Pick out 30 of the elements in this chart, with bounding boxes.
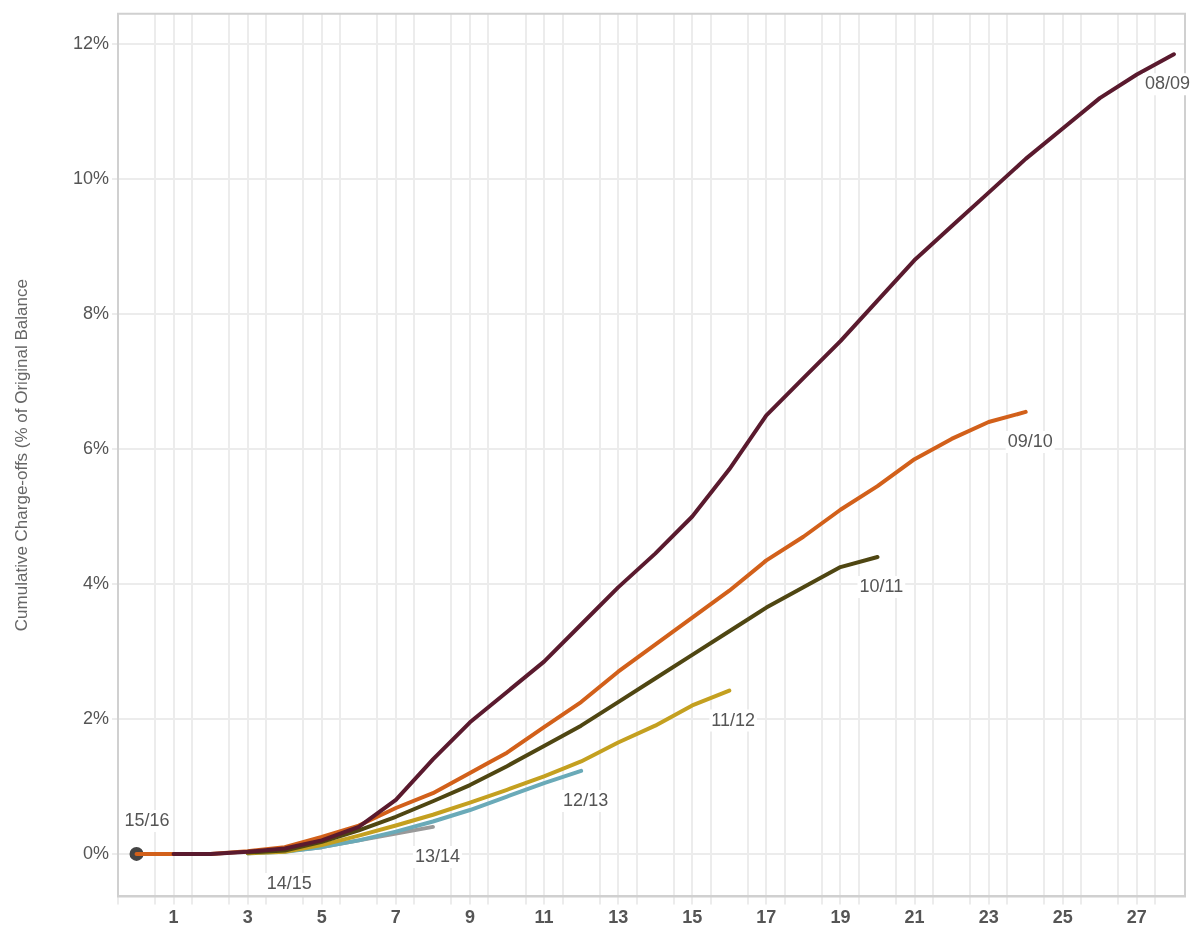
x-tick-label: 27 [1126,907,1147,928]
y-tick-label: 4% [82,572,109,593]
x-tick-label: 1 [168,907,179,928]
x-tick-label: 19 [830,907,851,928]
x-tick-label: 9 [464,907,475,928]
series-label: 12/13 [563,789,609,810]
y-axis-title: Cumulative Charge-offs (% of Original Balance [11,279,31,632]
x-tick-label: 21 [904,907,925,928]
x-tick-label: 15 [682,907,703,928]
x-tick-label: 13 [608,907,629,928]
y-tick-label: 8% [82,303,109,324]
x-tick-label: 7 [390,907,401,928]
x-tick-label: 25 [1052,907,1073,928]
x-tick-label: 3 [242,907,253,928]
series-label: 15/16 [124,809,170,830]
y-tick-label: 0% [82,842,109,863]
x-tick-label: 23 [978,907,999,928]
x-tick-label: 5 [316,907,327,928]
series-label: 10/11 [859,575,904,596]
x-tick-label: 11 [534,907,554,928]
series-label: 08/09 [1144,73,1190,94]
y-tick-label: 10% [72,168,109,189]
y-tick-label: 12% [72,33,109,54]
series-label: 11/12 [711,709,756,730]
y-tick-label: 6% [82,438,109,458]
x-tick-label: 17 [756,907,777,928]
series-label: 09/10 [1007,430,1053,451]
annotation: 14/15 [266,872,312,893]
series-label: 13/14 [414,845,460,866]
y-tick-label: 2% [82,707,109,728]
